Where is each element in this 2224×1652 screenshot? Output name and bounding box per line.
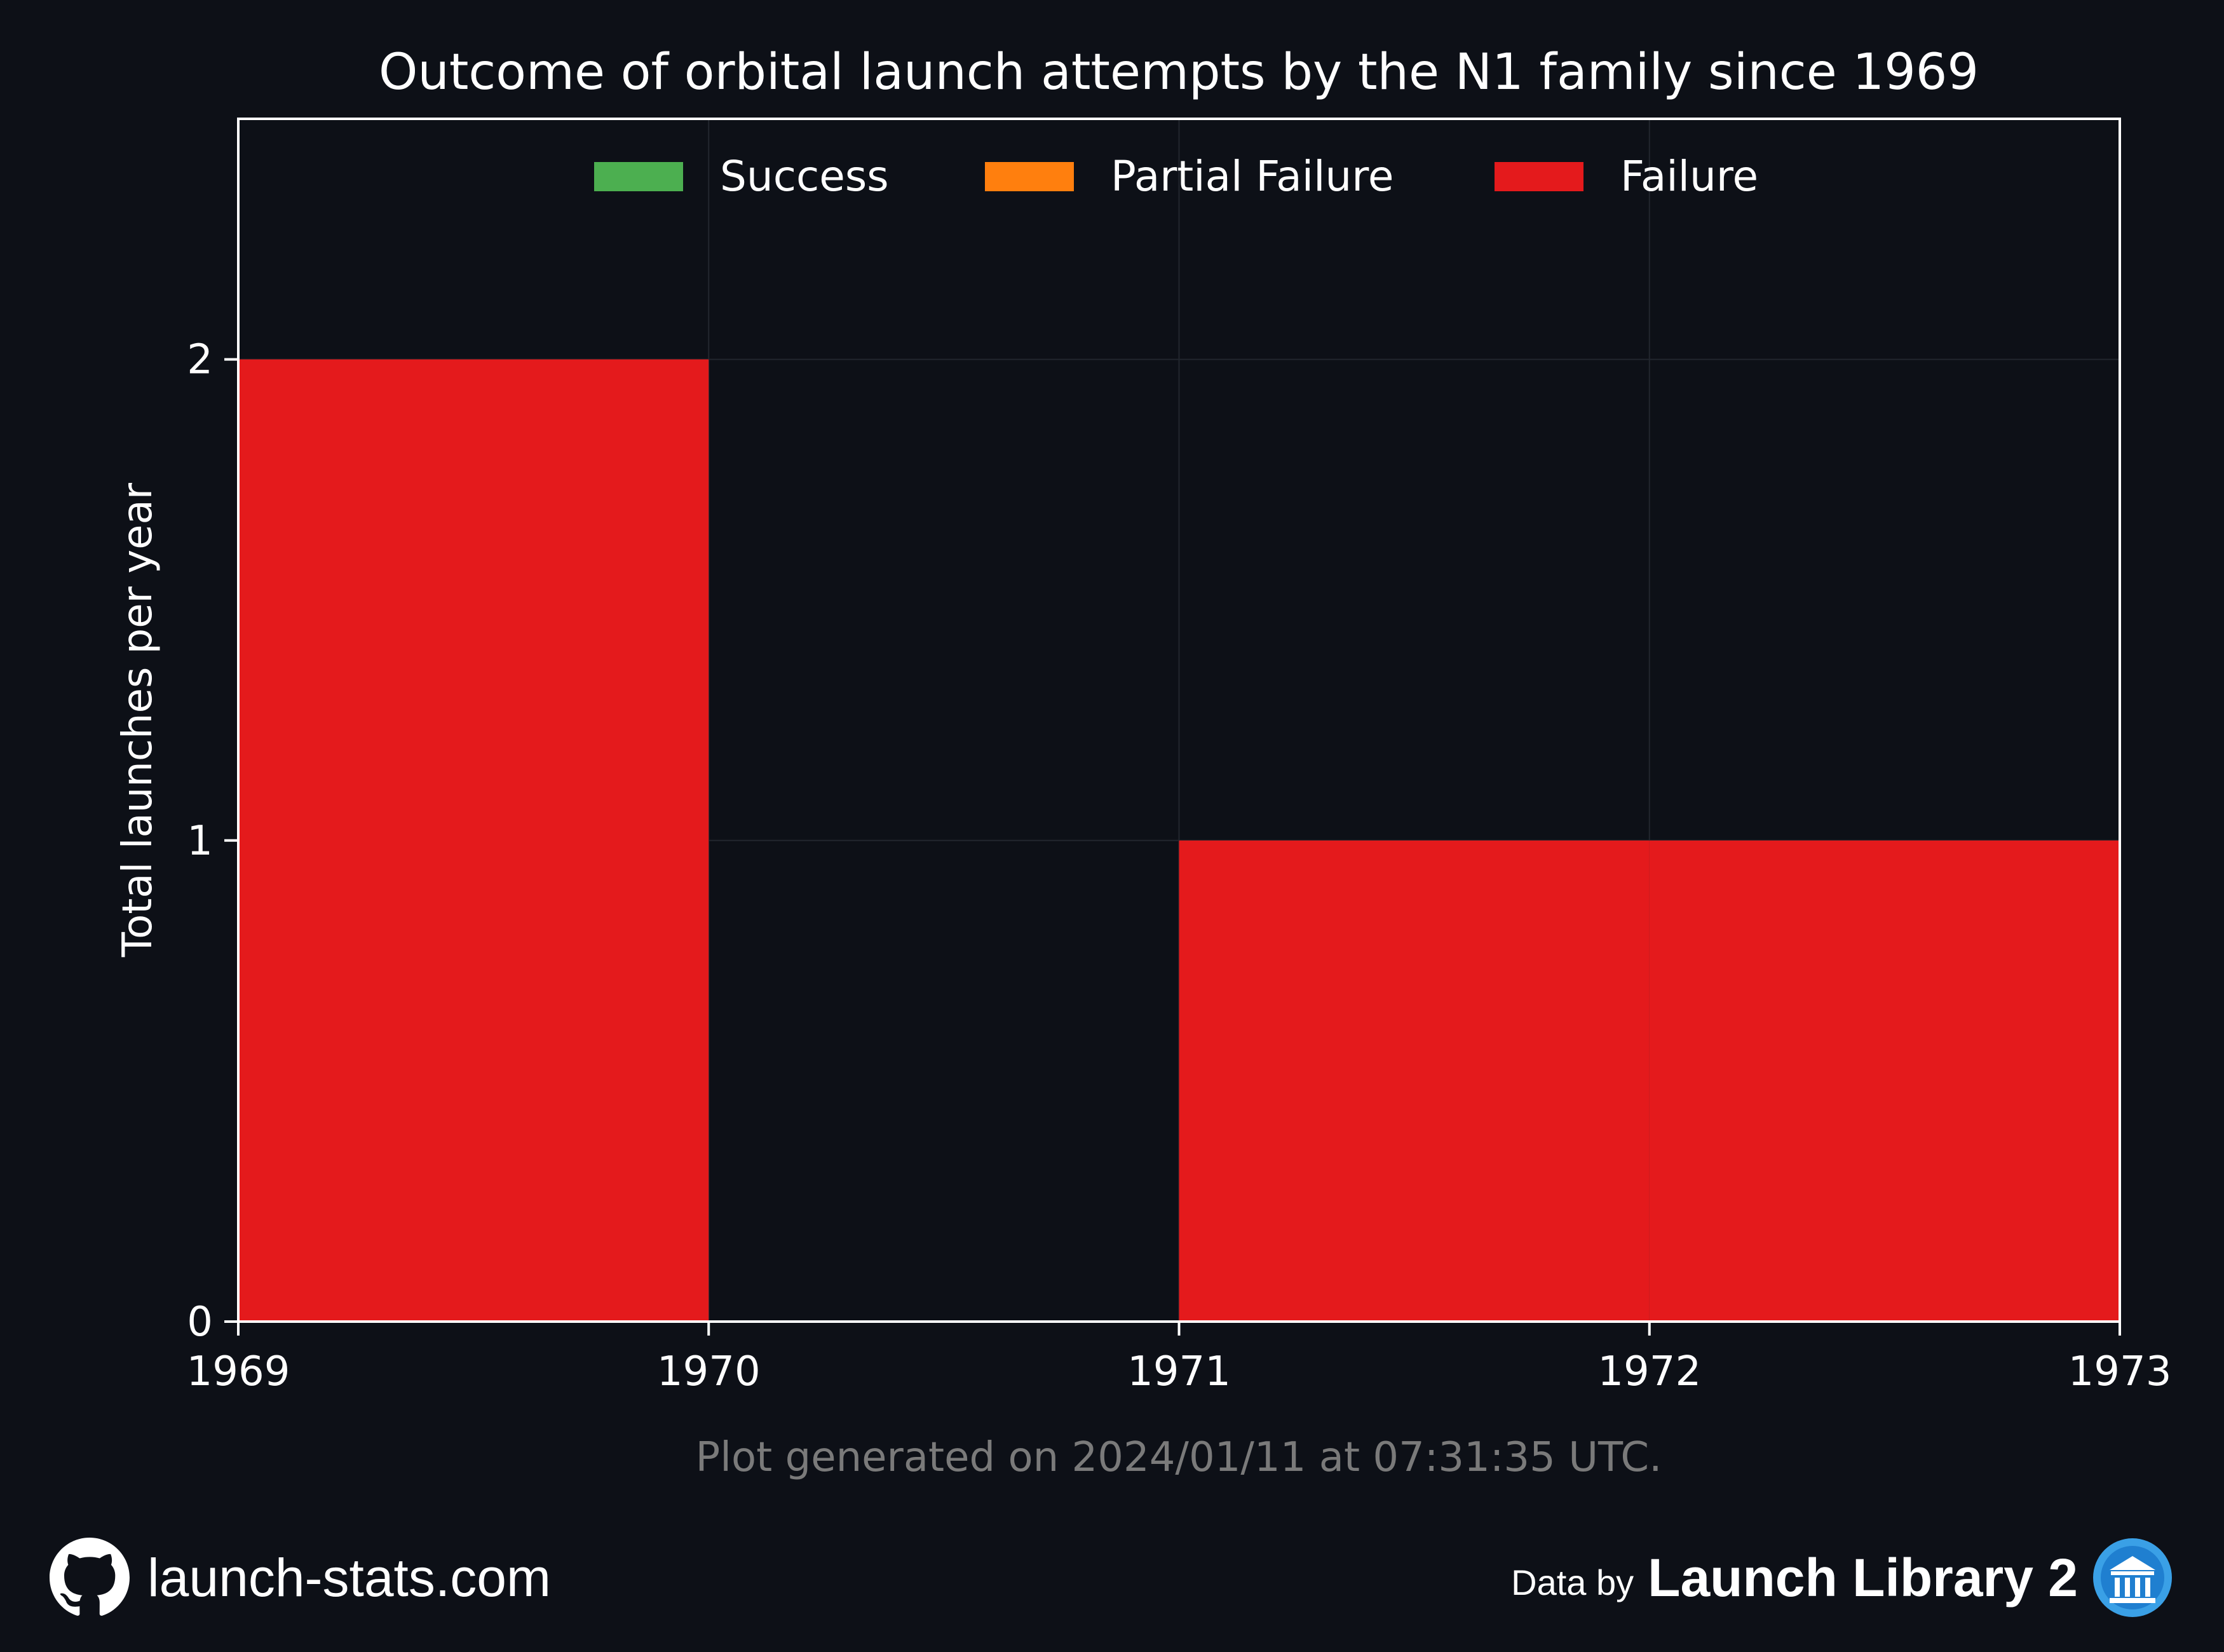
launch-library-logo-icon [2093, 1538, 2172, 1617]
x-tick-label-1970: 1970 [657, 1348, 761, 1395]
github-icon [50, 1538, 130, 1616]
x-tick-label-1973: 1973 [2068, 1348, 2172, 1395]
bar-failure-1971 [1179, 840, 1650, 1322]
bar-failure-1969 [238, 359, 709, 1322]
y-axis-label: Total launches per year [114, 482, 161, 958]
x-axis: 1969 1970 1971 1972 1973 [187, 1322, 2172, 1395]
footer-source: Data by Launch Library 2 [1511, 1536, 2173, 1619]
footer-site[interactable]: launch-stats.com [50, 1536, 551, 1619]
y-axis: 0 1 2 [187, 337, 238, 1346]
x-tick-label-1971: 1971 [1127, 1348, 1231, 1395]
y-tick-label-0: 0 [187, 1299, 213, 1346]
legend-swatch-partial-failure [985, 162, 1074, 191]
footnote: Plot generated on 2024/01/11 at 07:31:35… [696, 1434, 1662, 1481]
legend-label-partial-failure: Partial Failure [1111, 152, 1394, 201]
site-link[interactable]: launch-stats.com [147, 1547, 551, 1608]
x-tick-label-1972: 1972 [1597, 1348, 1701, 1395]
y-tick-label-2: 2 [187, 337, 213, 384]
source-name[interactable]: Launch Library 2 [1648, 1547, 2078, 1608]
data-by-label: Data by [1511, 1562, 1634, 1602]
chart-title: Outcome of orbital launch attempts by th… [379, 44, 1979, 101]
bar-failure-1972 [1649, 840, 2120, 1322]
x-tick-label-1969: 1969 [187, 1348, 290, 1395]
bars [238, 359, 2120, 1322]
y-tick-label-1: 1 [187, 818, 213, 865]
legend-swatch-success [594, 162, 683, 191]
legend: Success Partial Failure Failure [594, 152, 1758, 201]
legend-swatch-failure [1495, 162, 1583, 191]
legend-label-failure: Failure [1620, 152, 1758, 201]
legend-label-success: Success [720, 152, 889, 201]
